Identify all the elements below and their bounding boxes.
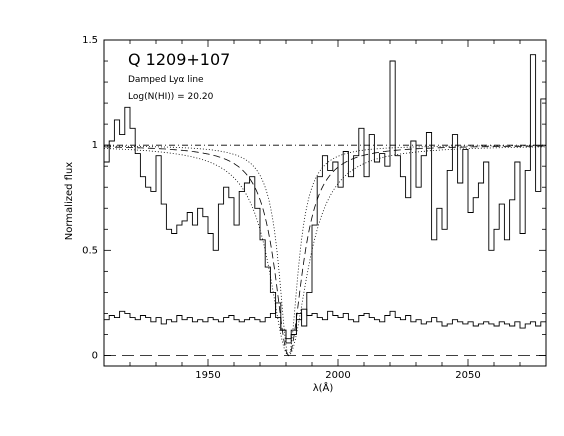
chart-title: Q 1209+107 [128,50,230,69]
y-tick-label: 1.5 [82,35,98,46]
plot-frame [103,39,547,367]
x-tick-label: 1950 [195,370,220,381]
series [104,54,546,357]
profile-series-4 [104,145,546,357]
ticks: 1950 2000 2050 0 0.5 1 1.5 [82,35,547,381]
y-tick-label: 0 [92,350,98,361]
y-axis-label: Normalized flux [64,162,75,241]
annotation-line: Damped Lyα line [128,75,204,85]
x-tick-label: 2000 [325,370,350,381]
y-tick-label: 0.5 [82,245,98,256]
profile-series-5 [104,146,546,356]
histogram-series-1 [104,302,546,340]
x-axis-label: λ(Å) [313,381,334,394]
annotation-column-density: Log(N(HI)) = 20.20 [128,92,214,102]
x-tick-label: 2050 [455,370,480,381]
axes [103,39,547,367]
y-tick-label: 1 [92,140,98,151]
histogram-series-0 [104,54,546,344]
